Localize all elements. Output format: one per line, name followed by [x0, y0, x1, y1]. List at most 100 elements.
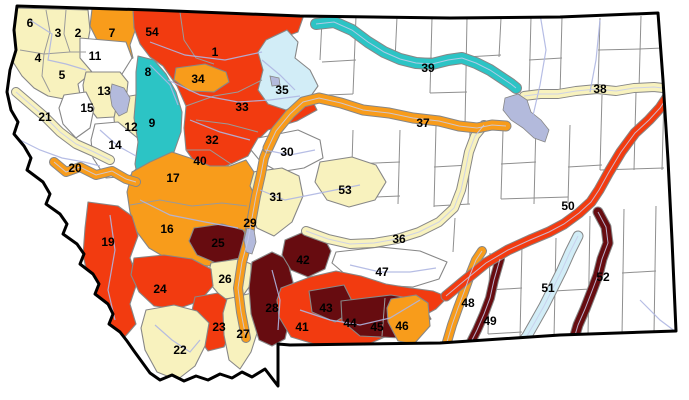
basin-label-28[interactable]: 28: [265, 301, 279, 315]
river-line: [19, 139, 101, 167]
county-line: [500, 196, 569, 200]
basin-label-31[interactable]: 31: [269, 190, 283, 204]
basin-15[interactable]: [58, 91, 95, 139]
basin-label-21[interactable]: 21: [38, 110, 52, 124]
river-line: [271, 269, 281, 331]
basin-label-48[interactable]: 48: [461, 296, 475, 310]
river-line: [264, 149, 316, 156]
basin-label-20[interactable]: 20: [68, 161, 82, 175]
basin-label-40[interactable]: 40: [193, 154, 207, 168]
basin-divider-line: [186, 149, 232, 165]
basin-label-35[interactable]: 35: [275, 83, 289, 97]
basin-label-8[interactable]: 8: [145, 65, 152, 79]
reach-21-centerline: [15, 91, 111, 161]
basin-label-9[interactable]: 9: [149, 116, 156, 130]
basin-label-4[interactable]: 4: [35, 51, 42, 65]
basin-label-45[interactable]: 45: [370, 320, 384, 334]
county-line: [528, 16, 532, 97]
basin-label-24[interactable]: 24: [153, 282, 167, 296]
basin-divider-line: [195, 119, 259, 133]
basin-label-54[interactable]: 54: [145, 25, 159, 39]
basin-label-52[interactable]: 52: [596, 270, 610, 284]
county-line: [597, 48, 642, 51]
river-line: [299, 299, 421, 326]
river-line: [149, 41, 263, 61]
basin-53[interactable]: [314, 156, 387, 208]
basin-label-16[interactable]: 16: [160, 222, 174, 236]
basin-label-50[interactable]: 50: [561, 199, 575, 213]
basin-label-27[interactable]: 27: [236, 327, 250, 341]
basin-label-7[interactable]: 7: [109, 26, 116, 40]
basin-label-37[interactable]: 37: [416, 116, 430, 130]
river-line: [349, 264, 437, 273]
county-line: [452, 217, 456, 253]
county-line: [597, 17, 601, 92]
clipped-map-layers: [7, 6, 676, 386]
basin-label-23[interactable]: 23: [212, 320, 226, 334]
river-line: [167, 79, 301, 103]
basin-divider-line: [43, 9, 51, 55]
basin-label-44[interactable]: 44: [343, 316, 357, 330]
basin-label-1[interactable]: 1: [212, 45, 219, 59]
basin-label-46[interactable]: 46: [395, 319, 409, 333]
basin-label-41[interactable]: 41: [295, 320, 309, 334]
river-line: [149, 64, 179, 106]
basin-label-25[interactable]: 25: [211, 236, 225, 250]
basin-label-6[interactable]: 6: [27, 16, 34, 30]
basin-divider-line: [179, 11, 215, 65]
reach-29-centerline: [237, 147, 269, 339]
basin-label-12[interactable]: 12: [124, 120, 138, 134]
basin-label-14[interactable]: 14: [108, 138, 122, 152]
basin-label-13[interactable]: 13: [97, 84, 111, 98]
basin-label-3[interactable]: 3: [55, 26, 62, 40]
basin-label-38[interactable]: 38: [593, 82, 607, 96]
reach-52-centerline: [572, 211, 609, 343]
river-line: [107, 214, 116, 321]
basin-label-39[interactable]: 39: [421, 61, 435, 75]
river-line: [261, 59, 296, 91]
reach-48-centerline: [446, 250, 483, 343]
basin-divider-line: [41, 53, 51, 93]
basin-label-17[interactable]: 17: [166, 171, 180, 185]
basin-label-19[interactable]: 19: [101, 235, 115, 249]
reach-37-centerline: [267, 97, 507, 149]
river-line: [154, 324, 201, 353]
river-line: [531, 13, 547, 121]
reach-36-centerline: [305, 124, 485, 245]
basin-divider-line: [19, 49, 86, 55]
basin-label-36[interactable]: 36: [392, 232, 406, 246]
basin-label-26[interactable]: 26: [218, 272, 232, 286]
basin-label-47[interactable]: 47: [375, 265, 389, 279]
basin-label-5[interactable]: 5: [59, 68, 66, 82]
county-line: [599, 94, 603, 171]
basin-label-51[interactable]: 51: [541, 281, 555, 295]
basin-34[interactable]: [173, 63, 230, 93]
county-line: [464, 17, 468, 127]
river-line: [189, 119, 251, 141]
river-line: [589, 19, 601, 93]
basin-label-11[interactable]: 11: [89, 49, 102, 63]
basin-label-42[interactable]: 42: [296, 253, 310, 267]
basin-label-49[interactable]: 49: [483, 314, 497, 328]
river-line: [639, 299, 676, 333]
basin-label-33[interactable]: 33: [235, 100, 249, 114]
reach-50-centerline: [445, 95, 669, 297]
basin-label-34[interactable]: 34: [191, 72, 205, 86]
fort-peck-lake: [502, 93, 550, 143]
basin-label-2[interactable]: 2: [75, 26, 82, 40]
canyon-ferry-lake: [243, 227, 257, 255]
basin-label-32[interactable]: 32: [205, 133, 219, 147]
county-line: [553, 288, 591, 292]
county-line: [487, 331, 523, 335]
basin-label-53[interactable]: 53: [338, 183, 352, 197]
county-line: [567, 124, 571, 205]
basin-label-29[interactable]: 29: [243, 216, 257, 230]
county-line: [621, 270, 657, 274]
basin-label-22[interactable]: 22: [173, 343, 187, 357]
county-line: [397, 129, 401, 205]
basin-label-30[interactable]: 30: [280, 145, 294, 159]
basin-label-15[interactable]: 15: [80, 101, 94, 115]
basin-label-43[interactable]: 43: [319, 301, 333, 315]
county-line: [638, 15, 642, 90]
county-line: [567, 164, 603, 168]
